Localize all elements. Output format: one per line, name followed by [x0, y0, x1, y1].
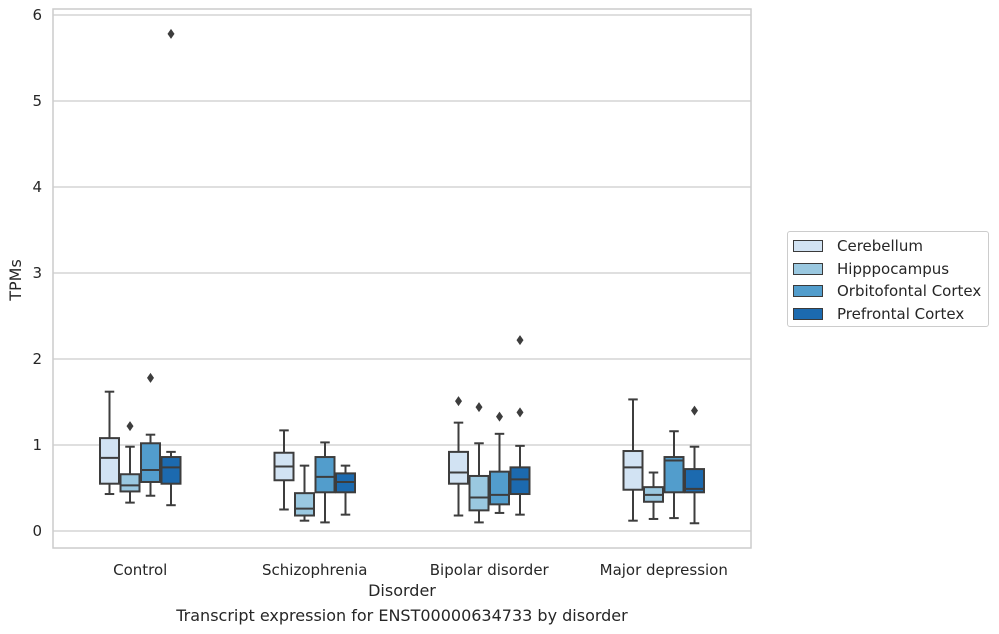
x-tick-label: Major depression: [600, 561, 728, 579]
y-tick-label: 1: [32, 436, 42, 454]
box: [294, 464, 315, 522]
legend-label: Prefrontal Cortex: [837, 304, 965, 323]
y-tick-label: 4: [32, 178, 42, 196]
chart-title: Transcript expression for ENST0000063473…: [176, 606, 628, 625]
outlier-marker: [126, 421, 134, 432]
outlier-marker: [167, 28, 175, 39]
box-body: [622, 450, 644, 491]
box: [314, 441, 336, 524]
legend-item: Hipppocampus: [793, 259, 949, 279]
legend: Cerebellum Hipppocampus Orbitofontal Corte…: [787, 231, 989, 327]
box-body: [448, 450, 469, 485]
box: [643, 471, 664, 520]
box-body: [99, 437, 120, 485]
y-axis-title: TPMs: [6, 259, 25, 302]
outlier-marker: [516, 407, 524, 418]
outlier-marker: [691, 405, 698, 416]
box-body: [684, 468, 705, 494]
legend-item: Orbitofontal Cortex: [793, 281, 981, 301]
y-tick-label: 3: [32, 264, 42, 282]
y-tick-label: 0: [32, 522, 42, 540]
box: [448, 396, 469, 517]
outlier-marker: [455, 396, 462, 407]
y-tick-label: 6: [32, 6, 42, 24]
legend-label: Orbitofontal Cortex: [837, 282, 982, 300]
box: [335, 464, 356, 516]
box: [509, 335, 531, 516]
boxes: [99, 28, 705, 525]
outlier-marker: [516, 335, 524, 346]
y-tick-labels: 0 1 2 3 4 5 6: [32, 6, 42, 540]
box: [119, 421, 141, 504]
y-tick-label: 5: [32, 92, 42, 110]
legend-label: Hipppocampus: [837, 259, 950, 278]
box-body: [468, 474, 490, 512]
plot-frame: [52, 8, 752, 549]
box-body: [509, 466, 531, 496]
box: [99, 390, 120, 496]
box-body: [140, 442, 161, 483]
legend-swatch: [793, 240, 823, 252]
box-body: [160, 456, 182, 485]
box-body: [119, 473, 141, 493]
box-body: [294, 492, 315, 517]
legend-swatch: [793, 307, 823, 320]
box: [684, 405, 705, 525]
box: [622, 398, 644, 522]
outlier-marker: [475, 402, 483, 413]
outlier-marker: [496, 411, 503, 422]
outlier-marker: [147, 372, 154, 383]
legend-item: Prefrontal Cortex: [793, 304, 964, 324]
legend-item: Cerebellum: [793, 236, 923, 256]
x-tick-label: Bipolar disorder: [430, 561, 550, 579]
box: [489, 411, 510, 514]
box-body: [489, 470, 510, 506]
x-tick-label: Control: [113, 561, 167, 579]
legend-swatch: [793, 262, 823, 275]
x-tick-labels: Control Schizophrenia Bipolar disorder Majo…: [113, 561, 728, 579]
legend-swatch: [793, 285, 823, 297]
box-body: [314, 456, 336, 494]
gridlines: [53, 14, 751, 532]
legend-label: Cerebellum: [837, 237, 923, 255]
box-body: [663, 456, 685, 494]
x-tick-label: Schizophrenia: [262, 561, 367, 579]
y-tick-label: 2: [32, 350, 42, 368]
x-axis-title: Disorder: [368, 581, 436, 600]
box: [160, 28, 182, 507]
box: [468, 402, 490, 524]
box: [140, 372, 161, 497]
box: [273, 429, 295, 511]
box: [663, 430, 685, 520]
